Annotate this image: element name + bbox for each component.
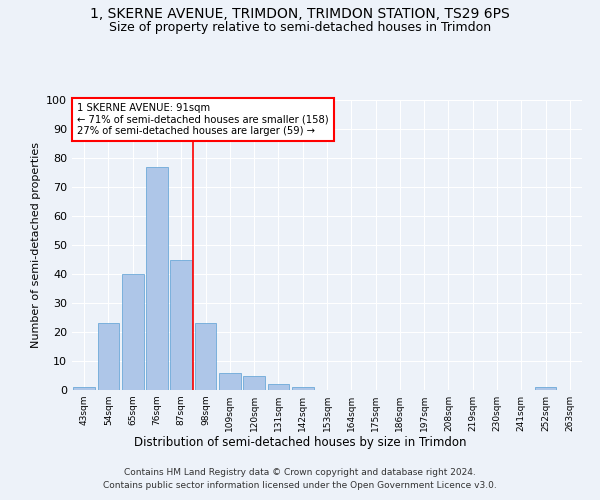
Bar — [73, 387, 95, 390]
Bar — [243, 376, 265, 390]
Y-axis label: Number of semi-detached properties: Number of semi-detached properties — [31, 142, 41, 348]
Text: 1, SKERNE AVENUE, TRIMDON, TRIMDON STATION, TS29 6PS: 1, SKERNE AVENUE, TRIMDON, TRIMDON STATI… — [90, 8, 510, 22]
Bar — [219, 372, 241, 390]
Bar — [146, 166, 168, 390]
Text: Size of property relative to semi-detached houses in Trimdon: Size of property relative to semi-detach… — [109, 21, 491, 34]
Bar — [97, 324, 119, 390]
Text: Contains HM Land Registry data © Crown copyright and database right 2024.: Contains HM Land Registry data © Crown c… — [124, 468, 476, 477]
Bar — [170, 260, 192, 390]
Text: 1 SKERNE AVENUE: 91sqm
← 71% of semi-detached houses are smaller (158)
27% of se: 1 SKERNE AVENUE: 91sqm ← 71% of semi-det… — [77, 103, 329, 136]
Bar — [535, 387, 556, 390]
Text: Contains public sector information licensed under the Open Government Licence v3: Contains public sector information licen… — [103, 480, 497, 490]
Bar — [122, 274, 143, 390]
Bar — [268, 384, 289, 390]
Bar — [292, 387, 314, 390]
Bar — [194, 324, 217, 390]
Text: Distribution of semi-detached houses by size in Trimdon: Distribution of semi-detached houses by … — [134, 436, 466, 449]
